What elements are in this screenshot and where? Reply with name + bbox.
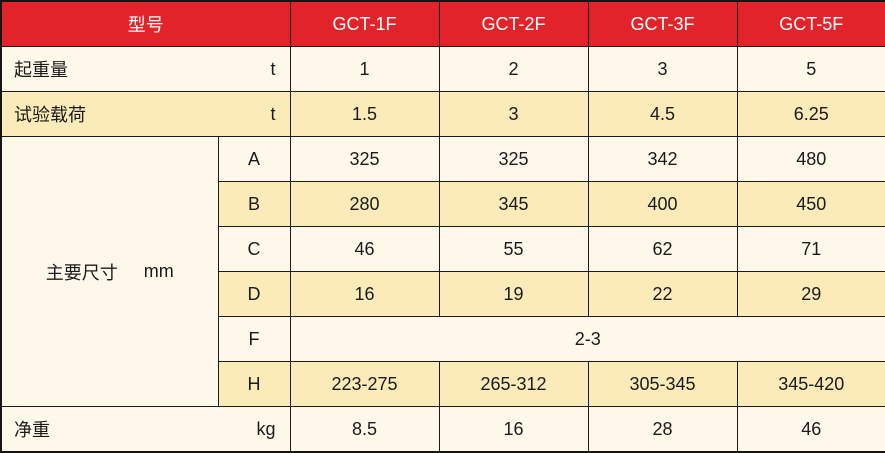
value-cell: 1 bbox=[289, 46, 440, 92]
dim-row-b: B 280 345 400 450 bbox=[1, 181, 885, 227]
value-cell: 325 bbox=[289, 136, 440, 182]
dim-key: H bbox=[217, 361, 291, 407]
value-cell: 28 bbox=[587, 406, 738, 453]
value-cell: 55 bbox=[438, 226, 589, 272]
value-cell: 3 bbox=[587, 46, 738, 92]
model-name-gct-2f: GCT-2F bbox=[438, 0, 589, 47]
net-weight-label-wrap: 净重 kg bbox=[2, 407, 289, 451]
value-cell: 3 bbox=[438, 91, 589, 137]
capacity-unit: t bbox=[270, 58, 276, 79]
value-cell: 19 bbox=[438, 271, 589, 317]
merged-value-cell: 2-3 bbox=[289, 316, 885, 362]
value-cell: 265-312 bbox=[438, 361, 589, 407]
dim-key: C bbox=[217, 226, 291, 272]
net-weight-row: 净重 kg 8.5 16 28 46 bbox=[0, 406, 885, 453]
value-cell: 280 bbox=[289, 181, 440, 227]
value-cell: 16 bbox=[438, 406, 589, 453]
model-header-cell: 型号 bbox=[0, 0, 291, 47]
net-weight-label: 净重 bbox=[14, 420, 50, 440]
capacity-row: 起重量 t 1 2 3 5 bbox=[0, 46, 885, 92]
value-cell: 342 bbox=[587, 136, 738, 182]
test-load-label-cell: 试验载荷 t bbox=[0, 91, 291, 137]
value-cell: 223-275 bbox=[289, 361, 440, 407]
value-cell: 8.5 bbox=[289, 406, 440, 453]
value-cell: 305-345 bbox=[587, 361, 738, 407]
value-cell: 345 bbox=[438, 181, 589, 227]
capacity-label-wrap: 起重量 t bbox=[2, 48, 289, 91]
dims-label: 主要尺寸 bbox=[45, 262, 118, 283]
value-cell: 325 bbox=[438, 136, 589, 182]
test-load-unit: t bbox=[270, 103, 276, 124]
value-cell: 46 bbox=[736, 406, 885, 453]
value-cell: 400 bbox=[587, 181, 738, 227]
value-cell: 450 bbox=[736, 181, 885, 227]
dim-key: A bbox=[217, 136, 291, 182]
dim-key: B bbox=[217, 181, 291, 227]
value-cell: 71 bbox=[736, 226, 885, 272]
value-cell: 6.25 bbox=[736, 91, 885, 137]
value-cell: 22 bbox=[587, 271, 738, 317]
value-cell: 46 bbox=[289, 226, 440, 272]
value-cell: 345-420 bbox=[736, 361, 885, 407]
model-name-gct-5f: GCT-5F bbox=[736, 0, 885, 47]
value-cell: 2 bbox=[438, 46, 589, 92]
net-weight-unit: kg bbox=[256, 418, 276, 439]
dims-unit: mm bbox=[143, 261, 174, 281]
model-name-gct-3f: GCT-3F bbox=[587, 0, 738, 47]
value-cell: 1.5 bbox=[289, 91, 440, 137]
test-load-label-wrap: 试验载荷 t bbox=[2, 93, 289, 136]
value-cell: 29 bbox=[736, 271, 885, 317]
model-name-gct-1f: GCT-1F bbox=[289, 0, 440, 47]
dim-row-d: D 16 19 22 29 bbox=[1, 271, 885, 317]
value-cell: 62 bbox=[587, 226, 738, 272]
value-cell: 5 bbox=[736, 46, 885, 92]
capacity-label: 起重量 bbox=[14, 60, 68, 80]
net-weight-label-cell: 净重 kg bbox=[0, 406, 291, 453]
dim-row-c: C 46 55 62 71 bbox=[1, 226, 885, 272]
test-load-row: 试验载荷 t 1.5 3 4.5 6.25 bbox=[0, 91, 885, 137]
dim-row-h: H 223-275 265-312 305-345 345-420 bbox=[1, 361, 885, 407]
capacity-label-cell: 起重量 t bbox=[0, 46, 291, 92]
header-row: 型号 GCT-1F GCT-2F GCT-3F GCT-5F bbox=[0, 0, 885, 47]
test-load-label: 试验载荷 bbox=[14, 105, 86, 125]
dims-label-cell: 主要尺寸 mm bbox=[0, 136, 219, 407]
dim-key: F bbox=[217, 316, 291, 362]
dim-row-a: 主要尺寸 mm A 325 325 342 480 bbox=[0, 136, 885, 407]
dims-label-wrap: 主要尺寸 mm bbox=[2, 138, 217, 406]
dim-key: D bbox=[217, 271, 291, 317]
value-cell: 16 bbox=[289, 271, 440, 317]
value-cell: 480 bbox=[736, 136, 885, 182]
value-cell: 4.5 bbox=[587, 91, 738, 137]
